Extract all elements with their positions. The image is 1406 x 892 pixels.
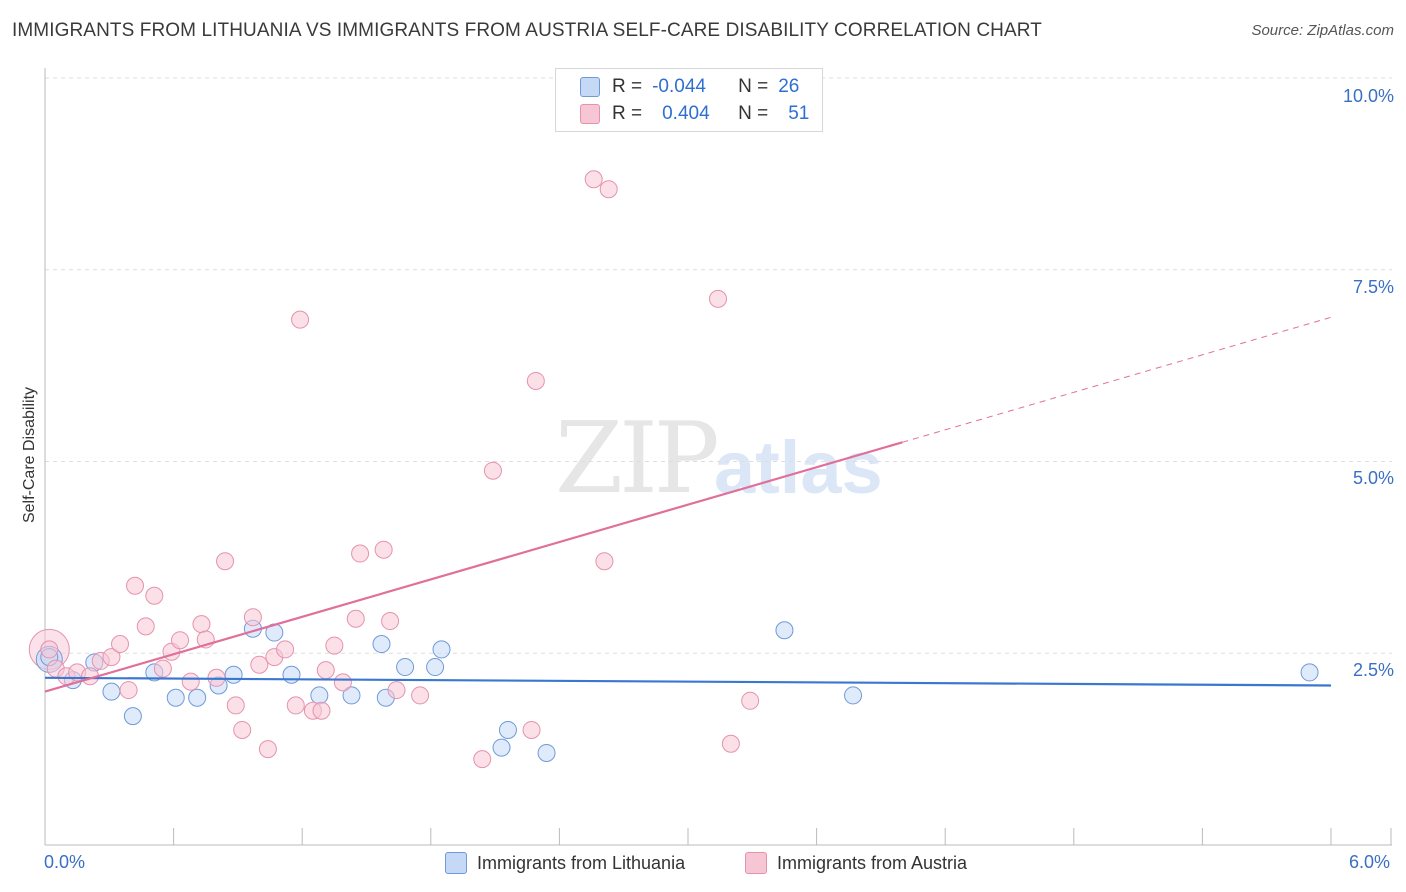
point-austria-16 <box>192 615 211 634</box>
point-lithuania-20 <box>492 738 511 757</box>
point-austria-14 <box>171 631 190 650</box>
point-austria-42 <box>522 720 541 739</box>
legend-swatch-pink <box>580 104 600 124</box>
legend-r-label: R = <box>612 76 643 97</box>
point-lithuania-7 <box>188 688 207 707</box>
point-lithuania-23 <box>775 621 794 640</box>
y-tick-label-2-5: 2.5% <box>1352 660 1394 680</box>
point-austria-48 <box>721 734 740 753</box>
trendline-lithuania <box>44 676 1332 687</box>
point-austria-40 <box>473 750 492 769</box>
point-austria-44 <box>584 170 603 189</box>
point-lithuania-4 <box>123 707 142 726</box>
series-legend-austria: Immigrants from Austria <box>745 852 967 874</box>
y-tick-label-7-5: 7.5% <box>1352 277 1394 297</box>
point-lithuania-13 <box>310 686 329 705</box>
point-lithuania-14 <box>342 686 361 705</box>
point-austria-31 <box>316 661 335 680</box>
legend-r-value: 0.404 <box>662 103 710 124</box>
series-label-austria: Immigrants from Austria <box>777 852 968 873</box>
point-austria-22 <box>243 608 262 627</box>
point-austria-26 <box>276 640 295 659</box>
point-lithuania-21 <box>498 720 517 739</box>
point-lithuania-15 <box>372 635 391 654</box>
trendline-austria-extension <box>902 316 1332 443</box>
point-austria-46 <box>599 180 618 199</box>
point-austria-12 <box>153 659 172 678</box>
x-tick-label-max: 6.0% <box>1349 852 1391 872</box>
point-austria-47 <box>709 289 728 308</box>
point-austria-39 <box>411 686 430 705</box>
point-austria-41 <box>483 461 502 480</box>
point-austria-6 <box>102 648 121 667</box>
point-austria-10 <box>136 617 155 636</box>
point-austria-32 <box>325 636 344 655</box>
watermark-atlas: atlas <box>714 426 883 509</box>
point-austria-19 <box>216 552 235 571</box>
series-legend-lithuania: Immigrants from Lithuania <box>445 852 685 874</box>
point-austria-30 <box>312 701 331 720</box>
y-tick-label-10-0: 10.0% <box>1342 86 1394 106</box>
point-lithuania-19 <box>432 640 451 659</box>
point-lithuania-18 <box>426 658 445 677</box>
point-austria-49 <box>741 691 760 710</box>
point-austria-20 <box>226 696 245 715</box>
point-austria-7 <box>111 635 130 654</box>
point-austria-11 <box>145 586 164 605</box>
point-austria-23 <box>250 655 269 674</box>
point-lithuania-9 <box>224 665 243 684</box>
x-tick-label-min: 0.0% <box>44 852 86 872</box>
point-austria-0 <box>40 640 59 659</box>
legend-swatch-blue <box>580 77 600 97</box>
series-label-lithuania: Immigrants from Lithuania <box>477 852 686 873</box>
point-austria-28 <box>291 310 310 329</box>
chart-title: IMMIGRANTS FROM LITHUANIA VS IMMIGRANTS … <box>12 20 1042 41</box>
trendline-austria <box>44 441 903 693</box>
legend-r-value: -0.044 <box>652 76 706 97</box>
point-lithuania-12 <box>282 665 301 684</box>
point-lithuania-17 <box>396 658 415 677</box>
point-austria-33 <box>333 673 352 692</box>
point-austria-27 <box>286 696 305 715</box>
legend-n-label: N = <box>738 103 769 124</box>
point-austria-24 <box>258 740 277 759</box>
series-swatch-pink <box>745 852 767 874</box>
point-austria-45 <box>595 552 614 571</box>
legend-n-value: 51 <box>788 103 810 124</box>
legend-n-value: 26 <box>778 76 800 97</box>
point-austria-35 <box>351 544 370 563</box>
point-austria-15 <box>181 672 200 691</box>
point-austria-9 <box>126 576 145 595</box>
watermark-zip: ZIP <box>555 402 720 516</box>
point-austria-43 <box>526 371 545 390</box>
point-lithuania-24 <box>844 686 863 705</box>
point-lithuania-6 <box>166 688 185 707</box>
series-swatch-blue <box>445 852 467 874</box>
legend-r-label: R = <box>612 103 643 124</box>
legend-row-lithuania: R = -0.044 N = 26 <box>580 74 799 100</box>
point-austria-34 <box>346 609 365 628</box>
point-austria-37 <box>381 612 400 631</box>
y-tick-label-5-0: 5.0% <box>1352 468 1394 488</box>
legend-row-austria: R = 0.404 N = 51 <box>580 101 809 127</box>
point-lithuania-3 <box>102 682 121 701</box>
point-austria-21 <box>233 720 252 739</box>
point-austria-36 <box>374 540 393 559</box>
legend-n-label: N = <box>738 76 769 97</box>
point-austria-8 <box>119 681 138 700</box>
point-lithuania-25 <box>1300 663 1319 682</box>
source-label: Source: ZipAtlas.com <box>1251 22 1394 39</box>
point-lithuania-22 <box>537 743 556 762</box>
correlation-legend: R = -0.044 N = 26 R = 0.404 N = 51 <box>555 68 823 132</box>
point-austria-38 <box>387 681 406 700</box>
y-axis-label: Self-Care Disability <box>21 386 38 524</box>
